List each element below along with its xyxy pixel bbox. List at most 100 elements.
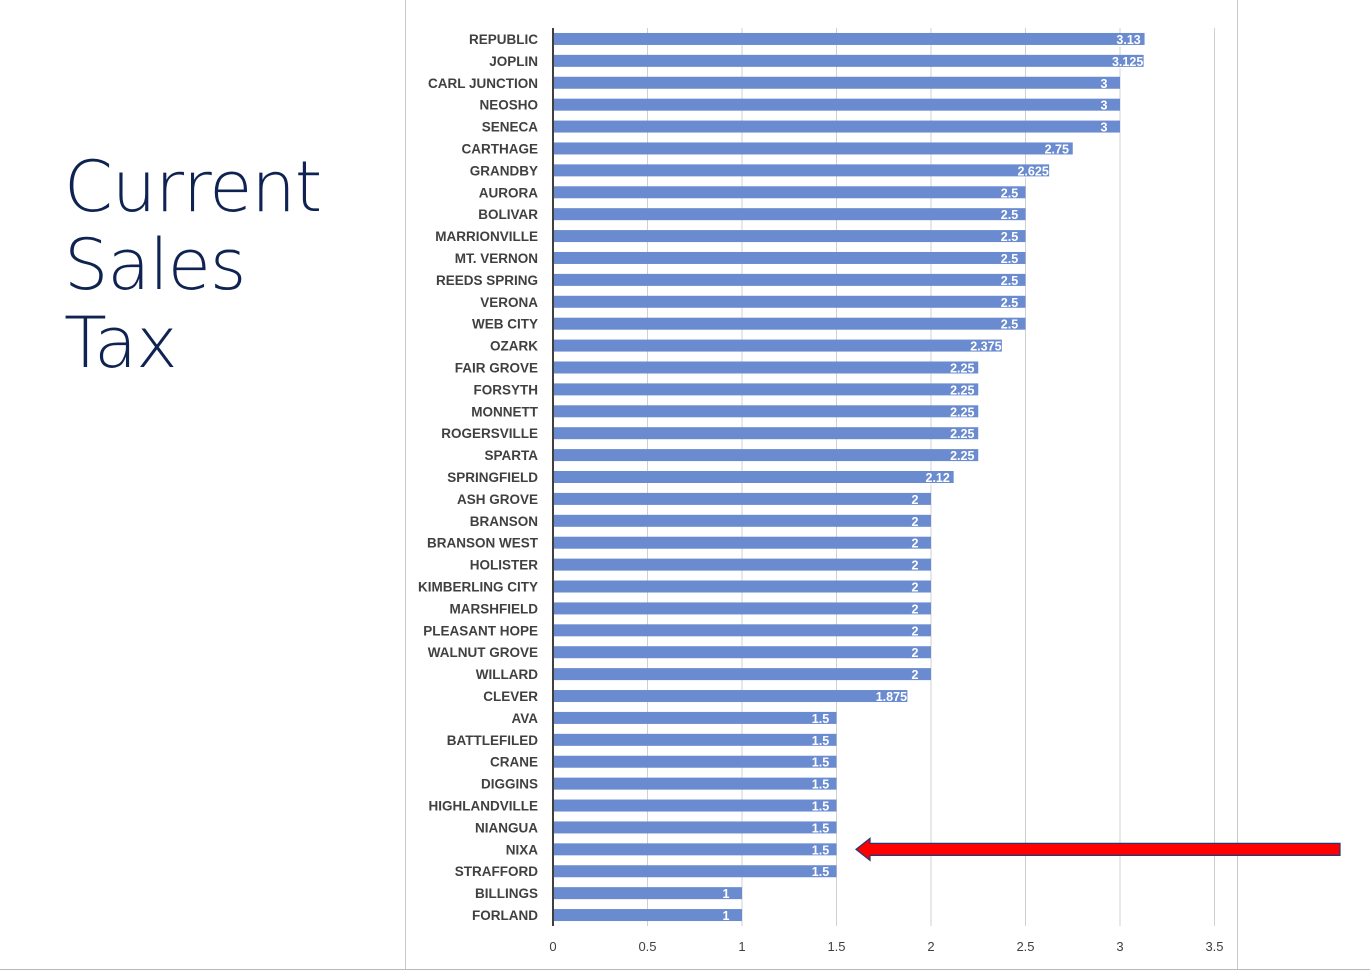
slide-title-line-3: Tax bbox=[64, 302, 178, 384]
category-label: CRANE bbox=[490, 755, 538, 770]
data-label: 2 bbox=[912, 581, 919, 595]
bar bbox=[553, 646, 931, 659]
bar bbox=[553, 843, 837, 856]
bar bbox=[553, 492, 931, 505]
bar bbox=[553, 230, 1026, 243]
category-label: NEOSHO bbox=[479, 98, 538, 113]
bar bbox=[553, 471, 954, 483]
bar bbox=[553, 799, 837, 812]
data-label: 3.13 bbox=[1116, 33, 1140, 47]
category-label: PLEASANT HOPE bbox=[423, 623, 538, 638]
data-label: 2 bbox=[912, 559, 919, 573]
bar bbox=[553, 273, 1026, 286]
bar bbox=[553, 690, 908, 703]
category-label: BOLIVAR bbox=[478, 207, 538, 222]
bar bbox=[553, 142, 1073, 155]
bar bbox=[553, 164, 1050, 177]
data-label: 2.5 bbox=[1001, 230, 1018, 244]
category-label: WALNUT GROVE bbox=[428, 645, 538, 660]
category-label: MONNETT bbox=[471, 404, 538, 419]
data-label: 2.625 bbox=[1017, 164, 1048, 178]
data-label: 2 bbox=[912, 646, 919, 660]
data-label: 2 bbox=[912, 493, 919, 507]
category-label: NIANGUA bbox=[475, 820, 538, 835]
data-label: 1.5 bbox=[812, 843, 829, 857]
data-label: 2.5 bbox=[1001, 252, 1018, 266]
slide-title-line-1: Current bbox=[64, 146, 322, 228]
bar bbox=[553, 383, 979, 396]
category-label: CARTHAGE bbox=[462, 141, 539, 156]
category-label: FORSYTH bbox=[473, 382, 538, 397]
bar bbox=[553, 317, 1026, 330]
data-label: 2 bbox=[912, 515, 919, 529]
data-label: 2.5 bbox=[1001, 274, 1018, 288]
data-label: 2 bbox=[912, 668, 919, 682]
category-label: HIGHLANDVILLE bbox=[429, 799, 539, 814]
category-label: REPUBLIC bbox=[469, 32, 538, 47]
category-label: ROGERSVILLE bbox=[441, 426, 538, 441]
x-tick-label: 0.5 bbox=[638, 939, 656, 954]
data-label: 2 bbox=[912, 624, 919, 638]
bar bbox=[553, 251, 1026, 264]
data-label: 1.5 bbox=[812, 821, 829, 835]
data-label: 1.5 bbox=[812, 865, 829, 879]
data-label: 2 bbox=[912, 602, 919, 616]
data-label: 2.375 bbox=[970, 340, 1001, 354]
category-label: SPRINGFIELD bbox=[447, 470, 538, 485]
x-tick-label: 2.5 bbox=[1016, 939, 1034, 954]
data-label: 1.5 bbox=[812, 800, 829, 814]
data-label: 1 bbox=[723, 887, 730, 901]
category-label: WEB CITY bbox=[472, 317, 538, 332]
data-label: 3 bbox=[1101, 77, 1108, 91]
bar bbox=[553, 54, 1144, 67]
category-label: JOPLIN bbox=[489, 54, 538, 69]
category-label: DIGGINS bbox=[481, 777, 538, 792]
category-label: WILLARD bbox=[476, 667, 538, 682]
bar bbox=[553, 755, 837, 768]
bar bbox=[553, 887, 742, 900]
bar bbox=[553, 208, 1026, 221]
data-label: 3 bbox=[1101, 121, 1108, 135]
bar bbox=[553, 514, 931, 527]
data-label: 2.25 bbox=[950, 383, 974, 397]
category-label: BILLINGS bbox=[475, 886, 538, 901]
bar bbox=[553, 361, 979, 374]
category-label: STRAFFORD bbox=[455, 864, 538, 879]
category-label: MARSHFIELD bbox=[450, 601, 539, 616]
data-label: 1.5 bbox=[812, 712, 829, 726]
bar bbox=[553, 580, 931, 593]
data-label: 2.12 bbox=[926, 471, 950, 485]
category-label: OZARK bbox=[490, 339, 538, 354]
category-label: KIMBERLING CITY bbox=[418, 580, 538, 595]
data-label: 2.25 bbox=[950, 427, 974, 441]
data-label: 2.5 bbox=[1001, 186, 1018, 200]
bar bbox=[553, 76, 1120, 89]
category-label: MARRIONVILLE bbox=[435, 229, 538, 244]
bar bbox=[553, 909, 742, 922]
data-label: 3.125 bbox=[1112, 55, 1143, 69]
bar bbox=[553, 339, 1002, 352]
category-label: ASH GROVE bbox=[457, 492, 538, 507]
data-label: 2.25 bbox=[950, 405, 974, 419]
category-label: MT. VERNON bbox=[455, 251, 538, 266]
slide-title: Current Sales Tax bbox=[64, 148, 384, 382]
bar bbox=[553, 711, 837, 724]
annotation-arrow-icon bbox=[855, 837, 1341, 862]
bar bbox=[553, 777, 837, 790]
category-label: FAIR GROVE bbox=[455, 360, 538, 375]
category-label: BATTLEFILED bbox=[447, 733, 538, 748]
bar bbox=[553, 602, 931, 615]
bar bbox=[553, 32, 1145, 45]
category-label: HOLISTER bbox=[470, 558, 539, 573]
bar bbox=[553, 624, 931, 637]
data-label: 1.5 bbox=[812, 756, 829, 770]
bar bbox=[553, 427, 979, 440]
data-label: 1.875 bbox=[876, 690, 907, 704]
x-tick-label: 1.5 bbox=[827, 939, 845, 954]
category-label: BRANSON bbox=[470, 514, 538, 529]
bar bbox=[553, 865, 837, 878]
category-label: CLEVER bbox=[483, 689, 538, 704]
x-tick-label: 3 bbox=[1116, 939, 1123, 954]
bar bbox=[553, 449, 979, 462]
